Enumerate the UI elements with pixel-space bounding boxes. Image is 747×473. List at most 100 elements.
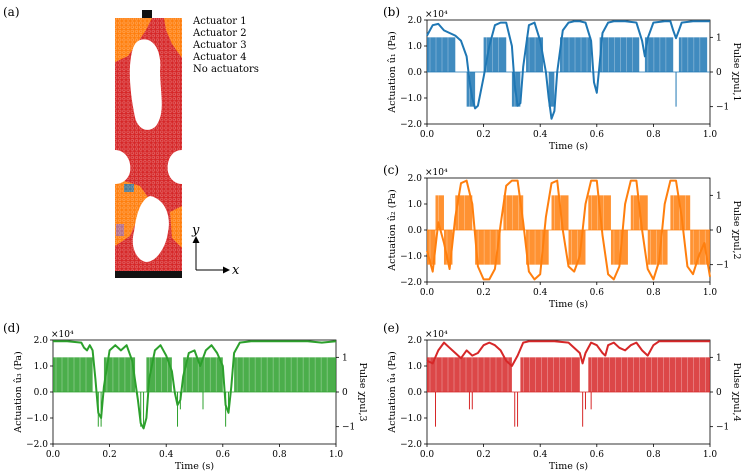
x-tick-label-e: 0.6 [590,450,605,460]
y-left-tick-label-d: 1.0 [34,362,49,372]
x-tick-label-b: 0.4 [533,130,548,140]
pulse-segment-e [427,357,512,392]
y-left-axis-title-b: Actuation û₁ (Pa) [387,31,398,113]
mesh-fixed-base [115,271,182,278]
x-tick-label-c: 0.6 [590,288,605,298]
y-left-tick-label-b: −1.0 [400,94,422,104]
y-right-axis-title-e: Pulse χpul,4 [731,362,742,421]
pulse-segment-b [526,37,544,72]
y-right-tick-label-c: 1 [716,191,722,201]
offset-text-d: ×10⁴ [51,330,74,340]
y-right-tick-label-b: 0 [716,68,722,78]
pulse-segment-c [443,230,453,265]
x-tick-label-b: 0.0 [420,130,435,140]
x-tick-label-c: 1.0 [703,288,718,298]
y-left-tick-label-e: 0.0 [408,388,423,398]
y-right-axis-title-b: Pulse χpul,1 [731,42,742,101]
chart-e: 0.0 0.2 0.4 0.6 0.8 1.0 −2.0 −1.0 0.0 1.0 2.0 −1 0 1 ×… [387,330,742,472]
y-right-tick-label-b: 1 [716,33,722,43]
pulse-segment-b [678,37,708,72]
chart-c: 0.0 0.2 0.4 0.6 0.8 1.0 −2.0 −1.0 0.0 1.0 2.0 −1 0 1 ×… [387,168,742,310]
legend-actuator2: Actuator 2 [192,28,247,39]
x-tick-label-d: 0.2 [102,450,116,460]
pulse-segment-c [435,195,444,230]
x-tick-label-d: 0.0 [46,450,61,460]
y-left-axis-title-d: Actuation û₃ (Pa) [13,351,24,433]
x-tick-label-b: 1.0 [703,130,718,140]
y-left-tick-label-c: −2.0 [400,278,422,288]
mesh-nodes [115,18,182,278]
x-tick-label-e: 0.2 [476,450,490,460]
actuation-curve-d [53,340,337,430]
y-left-tick-label-c: 2.0 [408,174,423,184]
mesh-top-node [142,10,152,18]
x-tick-label-d: 0.6 [216,450,231,460]
pulse-segment-d [53,357,93,392]
pulse-segment-e [588,357,710,392]
y-left-tick-label-c: 0.0 [408,226,423,236]
pulse-segment-b [599,37,640,72]
y-arrow-head [192,236,200,243]
x-axis-label: x [232,263,240,278]
y-right-tick-label-d: −1 [342,423,355,433]
x-tick-label-d: 1.0 [329,450,344,460]
y-right-tick-label-b: −1 [716,103,729,113]
y-left-tick-label-e: −2.0 [400,440,422,450]
pulse-segment-d [103,357,136,392]
actuation-curve-b [426,20,710,120]
pulse-segment-c [526,230,549,265]
y-left-tick-label-b: 2.0 [408,16,423,26]
chart-d: 0.0 0.2 0.4 0.6 0.8 1.0 −2.0 −1.0 0.0 1.0 2.0 −1 0 1 ×… [13,330,368,472]
pulse-series-c [427,195,710,265]
pulse-series-d [53,357,336,427]
pulse-segment-d [183,357,223,392]
panel-label-d: (d) [3,321,20,335]
chart-b: 0.0 0.2 0.4 0.6 0.8 1.0 −2.0 −1.0 0.0 1.0 2.0 −1 0 1 ×… [387,10,742,152]
x-axis-title-e: Time (s) [549,461,588,472]
y-left-tick-label-b: 0.0 [408,68,423,78]
y-right-tick-label-c: 0 [716,226,722,236]
actuator-mesh [115,10,182,278]
x-tick-label-b: 0.6 [590,130,605,140]
y-right-tick-label-d: 0 [342,388,348,398]
legend-no-actuators: No actuators [193,64,259,75]
x-tick-label-d: 0.8 [272,450,287,460]
x-tick-label-b: 0.2 [476,130,490,140]
pulse-segment-e [520,357,580,392]
coordinate-axes: y x [191,223,240,278]
x-tick-label-d: 0.4 [159,450,174,460]
y-left-tick-label-e: 2.0 [408,336,423,346]
x-tick-label-c: 0.2 [476,288,490,298]
y-left-axis-title-c: Actuation û₂ (Pa) [387,189,398,271]
y-left-tick-label-c: −1.0 [400,252,422,262]
legend-actuator3: Actuator 3 [192,40,247,51]
offset-text-e: ×10⁴ [425,330,448,340]
pulse-segment-b [427,37,456,72]
y-right-tick-label-d: 1 [342,353,348,363]
y-right-tick-label-c: −1 [716,261,729,271]
pulse-segment-b [560,37,592,72]
panel-label-b: (b) [383,5,400,19]
pulse-segment-b [644,37,674,72]
x-axis-title-b: Time (s) [549,141,588,152]
offset-text-c: ×10⁴ [425,168,448,178]
pulse-segment-b [548,72,555,107]
actuation-curve-e [426,340,710,367]
y-left-tick-label-d: −2.0 [26,440,48,450]
pulse-segment-c [455,195,473,230]
panel-label-a: (a) [3,5,20,19]
pulse-segment-c [427,230,436,265]
x-arrow-head [223,266,230,274]
y-left-tick-label-e: −1.0 [400,414,422,424]
y-left-tick-label-d: 0.0 [34,388,49,398]
y-left-tick-label-b: 1.0 [408,42,423,52]
pulse-segment-c [610,230,628,265]
y-left-axis-title-e: Actuation û₄ (Pa) [387,351,398,433]
x-tick-label-c: 0.0 [420,288,435,298]
x-tick-label-c: 0.8 [646,288,661,298]
y-axis-label: y [191,223,200,238]
x-tick-label-e: 0.4 [533,450,548,460]
y-left-tick-label-d: −1.0 [26,414,48,424]
pulse-series-e [427,357,710,427]
